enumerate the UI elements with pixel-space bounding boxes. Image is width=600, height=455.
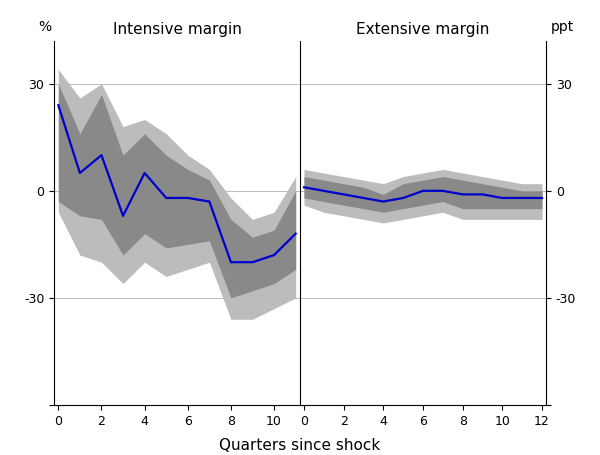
Title: Extensive margin: Extensive margin — [356, 22, 490, 37]
Text: Quarters since shock: Quarters since shock — [220, 439, 380, 454]
Text: %: % — [38, 20, 52, 34]
Text: ppt: ppt — [551, 20, 574, 34]
Title: Intensive margin: Intensive margin — [113, 22, 241, 37]
